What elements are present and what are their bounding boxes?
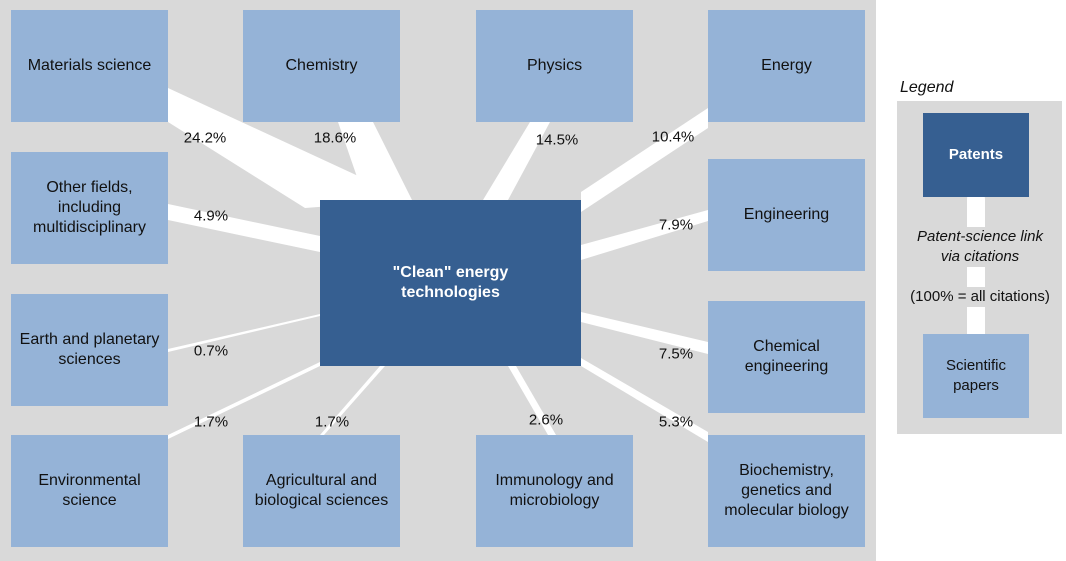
share-immunology-microbiology: 2.6% <box>528 411 564 429</box>
share-earth-planetary: 0.7% <box>193 342 229 360</box>
box-environmental-science: Environmental science <box>11 435 168 547</box>
share-agricultural-biological: 1.7% <box>314 413 350 431</box>
legend-title: Legend <box>900 79 954 96</box>
link-immunology-microbiology <box>508 366 556 435</box>
label-energy: Energy <box>761 57 812 74</box>
label-agricultural-biological: Agricultural and biological sciences <box>254 472 389 509</box>
box-biochemistry: Biochemistry, genetics and molecular bio… <box>708 435 865 547</box>
share-chemical-engineering: 7.5% <box>658 345 694 363</box>
box-physics: Physics <box>476 10 633 122</box>
legend-patents-box: Patents <box>923 113 1029 197</box>
label-other-fields: Other fields, including multidisciplinar… <box>33 179 146 236</box>
label-environmental-science: Environmental science <box>38 472 141 509</box>
share-other-fields: 4.9% <box>193 207 229 225</box>
label-physics: Physics <box>526 57 583 74</box>
box-agricultural-biological: Agricultural and biological sciences <box>243 435 400 547</box>
label-biochemistry: Biochemistry, genetics and molecular bio… <box>724 462 849 519</box>
legend-link-line1: Patent-science link <box>917 228 1043 245</box>
box-earth-planetary: Earth and planetary sciences <box>11 294 168 406</box>
link-materials-science <box>168 88 410 208</box>
box-chemical-engineering: Chemical engineering <box>708 301 865 413</box>
label-chemical-engineering: Chemical engineering <box>744 338 829 375</box>
share-materials-science: 24.2% <box>183 129 227 147</box>
box-chemistry: Chemistry <box>243 10 400 122</box>
link-biochemistry <box>581 358 708 442</box>
legend-link-text: Patent-science link via citations <box>900 227 1060 267</box>
share-engineering: 7.9% <box>658 216 694 234</box>
link-chemical-engineering <box>581 312 708 354</box>
box-engineering: Engineering <box>708 159 865 271</box>
hub-clean-energy-technologies: "Clean" energy technologies <box>320 200 581 366</box>
legend-link-bar <box>967 190 985 348</box>
link-environmental-science <box>168 362 320 439</box>
box-immunology-microbiology: Immunology and microbiology <box>476 435 633 547</box>
hub-label: "Clean" energy technologies <box>392 264 509 301</box>
link-energy <box>581 108 708 212</box>
box-materials-science: Materials science <box>11 10 168 122</box>
share-biochemistry: 5.3% <box>658 413 694 431</box>
box-other-fields: Other fields, including multidisciplinar… <box>11 152 168 264</box>
link-agricultural-biological <box>320 366 385 435</box>
link-engineering <box>581 210 708 260</box>
legend-papers-box: Scientific papers <box>923 334 1029 418</box>
legend-papers-label: Scientific papers <box>945 357 1007 394</box>
label-chemistry: Chemistry <box>285 57 358 74</box>
share-physics: 14.5% <box>535 131 579 149</box>
link-earth-planetary <box>168 314 320 352</box>
share-energy: 10.4% <box>651 128 695 146</box>
label-earth-planetary: Earth and planetary sciences <box>19 331 160 368</box>
box-energy: Energy <box>708 10 865 122</box>
share-chemistry: 18.6% <box>313 129 357 147</box>
citation-links <box>168 88 708 442</box>
label-engineering: Engineering <box>743 206 830 223</box>
label-materials-science: Materials science <box>27 57 152 74</box>
legend-link-line2: via citations <box>940 248 1020 265</box>
legend-patents-label: Patents <box>948 146 1004 163</box>
share-environmental-science: 1.7% <box>193 413 229 431</box>
link-physics <box>483 122 550 200</box>
link-other-fields <box>168 204 320 252</box>
link-chemistry <box>338 122 412 200</box>
label-immunology-microbiology: Immunology and microbiology <box>495 472 614 509</box>
legend-note: (100% = all citations) <box>900 287 1060 307</box>
